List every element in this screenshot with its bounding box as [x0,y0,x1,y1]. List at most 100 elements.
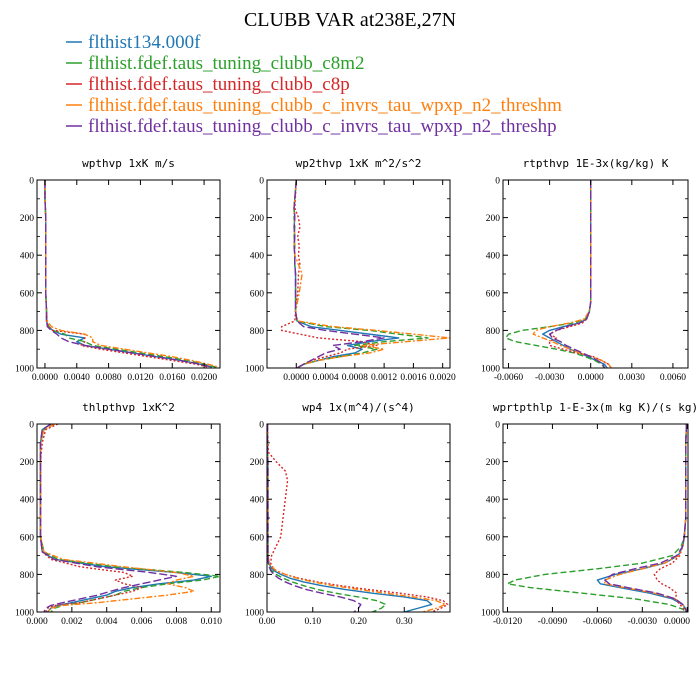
x-tick-label: -0.0060 [583,617,613,627]
plot-frame [266,423,451,613]
x-tick-label: 0.0008 [342,373,368,383]
series-line-2 [505,180,605,368]
y-tick-label: 600 [250,533,265,543]
y-tick-label: 400 [250,496,265,506]
x-tick-label: -0.0030 [535,373,565,383]
x-tick-label: -0.0090 [538,617,568,627]
series-line-3 [548,180,612,368]
y-tick-label: 600 [20,289,35,299]
x-tick-label: 0.0160 [159,373,185,383]
y-tick-label: 200 [486,458,501,468]
x-tick-label: 0.002 [61,617,83,627]
y-tick-label: 400 [486,496,501,506]
y-tick-label: 200 [250,458,265,468]
y-tick-label: 1000 [245,609,264,619]
series-line-1 [293,180,400,368]
y-tick-label: 0 [495,177,500,187]
panel-title: rtpthvp 1E-3x(kg/kg) K [523,157,669,170]
x-tick-label: 0.008 [166,617,188,627]
y-tick-label: 400 [20,252,35,262]
x-tick-label: 0.0060 [660,373,686,383]
y-tick-label: 800 [486,571,501,581]
y-tick-label: 400 [250,252,265,262]
y-tick-label: 600 [20,533,35,543]
series-line-4 [604,424,688,612]
panel-title: wpthvp 1xK m/s [82,157,175,170]
panel-6: wprtpthlp 1-E-3x(m kg K)/(s kg) 0 200 400 60… [481,401,698,627]
plot-frame [502,423,689,613]
y-tick-label: 200 [250,214,265,224]
x-tick-label: 0.0040 [64,373,90,383]
series-line-2 [293,180,429,368]
series-line-5 [39,424,178,612]
x-tick-label: 0.30 [396,617,413,627]
y-tick-label: 800 [250,571,265,581]
series-line-1 [44,180,213,368]
x-tick-label: 0.0000 [664,617,690,627]
figure-title: CLUBB VAR at238E,27N [244,9,456,31]
plot-frame [36,423,221,613]
x-tick-label: 0.000 [26,617,48,627]
panel-title: wp4 1x(m^4)/(s^4) [302,401,415,414]
x-tick-label: 0.00 [259,617,276,627]
y-tick-label: 1000 [481,365,500,375]
series-line-3 [653,424,688,612]
legend-label-4: flthist.fdef.taus_tuning_clubb_c_invrs_t… [88,95,562,116]
x-tick-label: -0.0030 [628,617,658,627]
legend-label-5: flthist.fdef.taus_tuning_clubb_c_invrs_t… [88,116,557,137]
y-tick-label: 1000 [245,365,264,375]
series-line-3 [44,180,209,368]
series-line-4 [532,180,612,368]
y-tick-label: 800 [486,327,501,337]
x-tick-label: 0.0200 [191,373,217,383]
x-tick-label: 0.010 [201,617,223,627]
series-line-3 [267,424,449,612]
legend-label-3: flthist.fdef.taus_tuning_clubb_c8p [88,74,350,95]
x-tick-label: 0.0000 [578,373,604,383]
y-tick-label: 0 [259,177,264,187]
x-tick-label: 0.0004 [312,373,338,383]
plot-frame [502,179,689,369]
y-tick-label: 1000 [15,609,34,619]
y-tick-label: 0 [29,421,34,431]
series-group [505,180,612,368]
y-tick-label: 1000 [481,609,500,619]
series-line-2 [44,180,217,368]
x-tick-label: 0.0000 [32,373,58,383]
x-tick-label: 0.0030 [619,373,645,383]
y-tick-label: 200 [486,214,501,224]
series-group [267,424,449,612]
x-tick-label: 0.0020 [430,373,456,383]
legend: flthist134.000f flthist.fdef.taus_tuning_… [66,32,562,137]
series-line-1 [596,424,688,612]
series-line-1 [267,424,433,612]
y-tick-label: 800 [20,571,35,581]
x-tick-label: 0.0016 [400,373,426,383]
series-line-2 [267,424,387,612]
x-tick-label: 0.0000 [283,373,309,383]
panel-title: wprtpthlp 1-E-3x(m kg K)/(s kg) [493,401,698,414]
y-tick-label: 200 [20,214,35,224]
y-tick-label: 1000 [15,365,34,375]
x-tick-label: 0.004 [96,617,118,627]
series-line-5 [44,180,213,368]
y-tick-label: 0 [29,177,34,187]
series-line-3 [39,424,143,612]
series-group [280,180,450,368]
y-tick-label: 200 [20,458,35,468]
x-tick-label: 0.10 [304,617,321,627]
x-tick-label: 0.0012 [371,373,397,383]
y-tick-label: 600 [250,289,265,299]
series-group [44,180,219,368]
series-line-2 [39,424,220,612]
legend-label-1: flthist134.000f [88,32,201,53]
y-tick-label: 800 [20,327,35,337]
series-line-4 [267,424,447,612]
series-group [39,424,220,612]
series-line-2 [506,424,688,612]
y-tick-label: 800 [250,327,265,337]
